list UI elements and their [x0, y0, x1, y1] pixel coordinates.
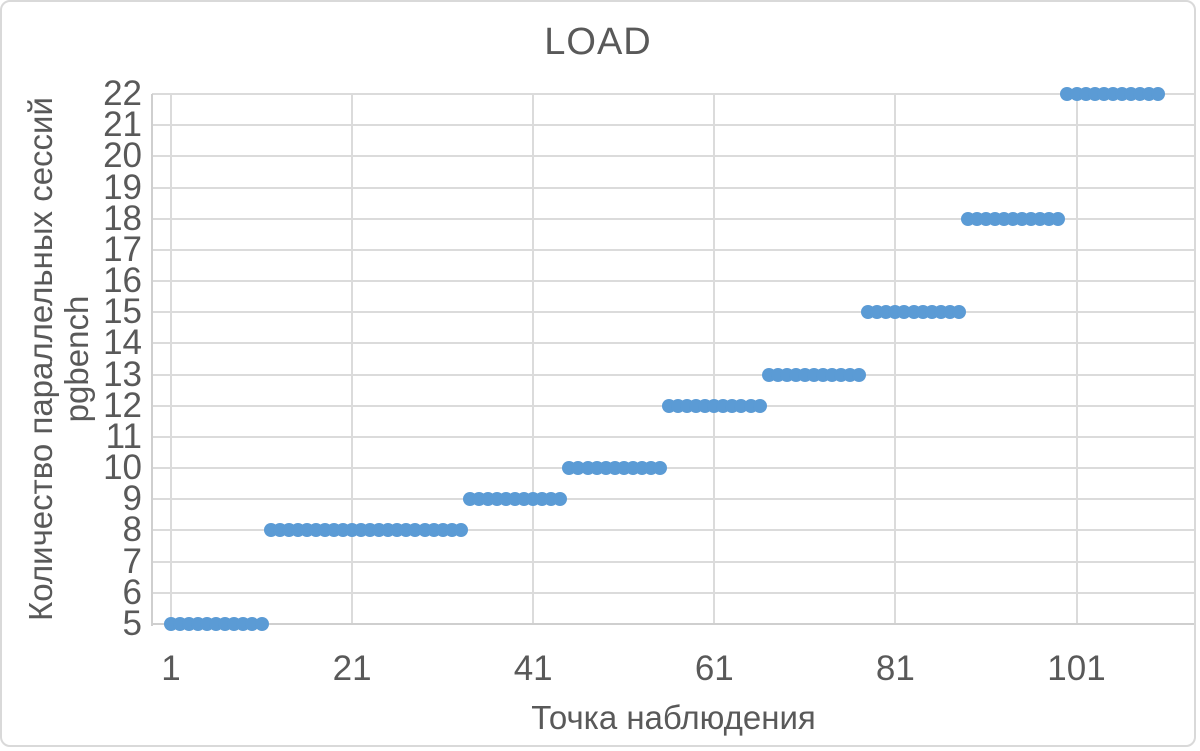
x-axis-line: [151, 623, 1194, 625]
gridline-horizontal: [152, 591, 1194, 594]
y-tick-label: 21: [103, 105, 142, 145]
gridline-horizontal: [152, 560, 1194, 563]
gridline-horizontal: [152, 280, 1194, 283]
y-axis-line: [151, 94, 153, 626]
y-tick-label: 7: [122, 541, 142, 581]
data-point-marker: [553, 492, 568, 507]
gridline-vertical: [1075, 94, 1078, 624]
y-tick-label: 11: [105, 416, 142, 456]
y-tick-label: 14: [103, 323, 142, 363]
data-point-marker: [1150, 87, 1165, 101]
x-tick-label: 101: [1047, 649, 1106, 688]
gridline-horizontal: [152, 498, 1194, 501]
plot-right-border: [1194, 94, 1196, 626]
x-axis-title: Точка наблюдения: [531, 699, 816, 736]
y-tick-label: 9: [122, 479, 142, 519]
gridline-horizontal: [152, 93, 1194, 95]
y-tick-label: 10: [103, 448, 142, 488]
data-point-marker: [453, 523, 468, 538]
gridline-horizontal: [152, 155, 1194, 158]
data-point-marker: [1051, 211, 1066, 226]
gridline-horizontal: [152, 311, 1194, 314]
gridline-horizontal: [152, 529, 1194, 532]
y-tick-label: 8: [122, 510, 142, 550]
y-tick-label: 19: [103, 167, 142, 207]
gridline-horizontal: [152, 342, 1194, 345]
gridline-vertical: [170, 94, 172, 624]
gridline-vertical: [713, 94, 716, 624]
x-tick-label: 1: [161, 649, 181, 688]
y-tick-label: 17: [103, 229, 142, 269]
data-point-marker: [254, 617, 269, 631]
gridline-horizontal: [152, 373, 1194, 376]
chart-title: LOAD: [544, 21, 652, 63]
x-tick-label: 61: [694, 649, 734, 688]
gridline-vertical: [894, 94, 897, 624]
data-point-marker: [951, 305, 966, 320]
x-tick-label: 81: [875, 649, 915, 688]
data-point-marker: [652, 461, 667, 476]
gridline-horizontal: [152, 217, 1194, 220]
gridline-vertical: [351, 94, 354, 624]
gridline-horizontal: [152, 248, 1194, 251]
x-tick-label: 21: [332, 649, 372, 688]
gridline-horizontal: [152, 435, 1194, 438]
y-tick-label: 13: [103, 354, 142, 394]
y-tick-label: 18: [103, 198, 142, 238]
data-point-marker: [752, 398, 767, 413]
y-tick-label: 15: [103, 292, 142, 332]
gridline-horizontal: [152, 186, 1194, 189]
data-point-marker: [852, 367, 867, 382]
y-tick-label: 6: [122, 572, 142, 612]
gridline-horizontal: [152, 124, 1194, 127]
y-tick-label: 16: [103, 261, 142, 301]
gridline-vertical: [532, 94, 535, 624]
x-tick-label: 41: [513, 649, 553, 688]
y-tick-label: 5: [122, 604, 142, 643]
y-tick-label: 20: [103, 136, 142, 176]
y-tick-label: 22: [103, 74, 142, 113]
gridline-horizontal: [152, 467, 1194, 470]
y-tick-label: 12: [103, 385, 142, 425]
